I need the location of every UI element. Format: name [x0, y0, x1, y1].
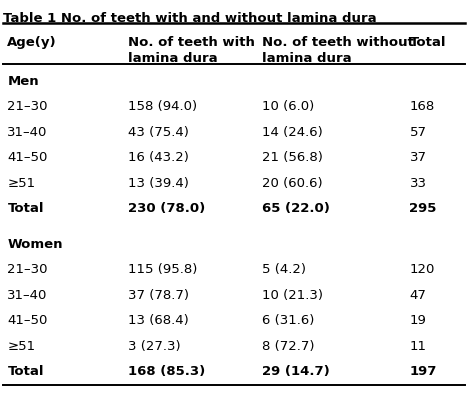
Text: ≥51: ≥51 [8, 339, 36, 352]
Text: 41–50: 41–50 [8, 151, 48, 164]
Text: 120: 120 [410, 263, 435, 276]
Text: 47: 47 [410, 288, 426, 301]
Text: 41–50: 41–50 [8, 313, 48, 326]
Text: 6 (31.6): 6 (31.6) [262, 313, 314, 326]
Text: Age(y): Age(y) [8, 36, 57, 49]
Text: 31–40: 31–40 [8, 126, 48, 138]
Text: 43 (75.4): 43 (75.4) [128, 126, 189, 138]
Text: ≥51: ≥51 [8, 176, 36, 189]
Text: 115 (95.8): 115 (95.8) [128, 263, 197, 276]
Text: 168: 168 [410, 100, 435, 113]
Text: Total: Total [410, 36, 446, 49]
Text: 37: 37 [410, 151, 427, 164]
Text: 21–30: 21–30 [8, 100, 48, 113]
Text: Table 1 No. of teeth with and without lamina dura: Table 1 No. of teeth with and without la… [3, 12, 376, 25]
Text: 11: 11 [410, 339, 427, 352]
Text: 13 (68.4): 13 (68.4) [128, 313, 188, 326]
Text: 57: 57 [410, 126, 427, 138]
Text: 230 (78.0): 230 (78.0) [128, 202, 205, 215]
Text: 21–30: 21–30 [8, 263, 48, 276]
Text: Men: Men [8, 74, 39, 88]
Text: 158 (94.0): 158 (94.0) [128, 100, 197, 113]
Text: 13 (39.4): 13 (39.4) [128, 176, 189, 189]
Text: 10 (21.3): 10 (21.3) [262, 288, 323, 301]
Text: 37 (78.7): 37 (78.7) [128, 288, 189, 301]
Text: 14 (24.6): 14 (24.6) [262, 126, 322, 138]
Text: Total: Total [8, 364, 44, 377]
Text: 3 (27.3): 3 (27.3) [128, 339, 180, 352]
Text: Women: Women [8, 237, 63, 250]
Text: 295: 295 [410, 202, 437, 215]
Text: 19: 19 [410, 313, 426, 326]
Text: 31–40: 31–40 [8, 288, 48, 301]
Text: 197: 197 [410, 364, 437, 377]
Text: 168 (85.3): 168 (85.3) [128, 364, 205, 377]
Text: 10 (6.0): 10 (6.0) [262, 100, 314, 113]
Text: 8 (72.7): 8 (72.7) [262, 339, 314, 352]
Text: No. of teeth without
lamina dura: No. of teeth without lamina dura [262, 36, 413, 65]
Text: 29 (14.7): 29 (14.7) [262, 364, 329, 377]
Text: 33: 33 [410, 176, 427, 189]
Text: 21 (56.8): 21 (56.8) [262, 151, 322, 164]
Text: 20 (60.6): 20 (60.6) [262, 176, 322, 189]
Text: 65 (22.0): 65 (22.0) [262, 202, 329, 215]
Text: Total: Total [8, 202, 44, 215]
Text: 5 (4.2): 5 (4.2) [262, 263, 306, 276]
Text: No. of teeth with
lamina dura: No. of teeth with lamina dura [128, 36, 255, 65]
Text: 16 (43.2): 16 (43.2) [128, 151, 189, 164]
